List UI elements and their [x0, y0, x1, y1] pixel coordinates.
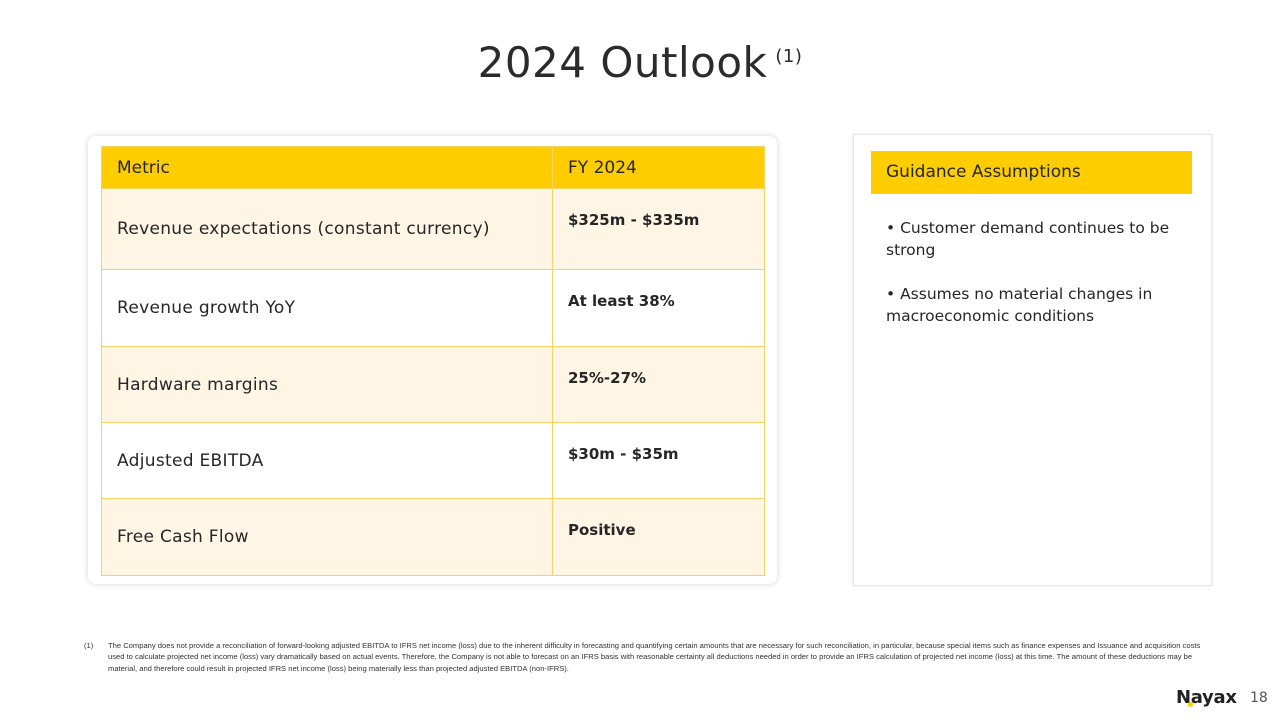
value-cell: Positive	[552, 498, 765, 576]
table-row: Free Cash Flow Positive	[101, 498, 765, 576]
assumption-item: • Customer demand continues to be strong	[886, 219, 1170, 259]
outlook-table: Metric FY 2024 Revenue expectations (con…	[101, 146, 765, 576]
table-header-row: Metric FY 2024	[101, 146, 765, 189]
metric-cell: Free Cash Flow	[101, 498, 553, 576]
value-cell: At least 38%	[552, 269, 765, 347]
assumptions-list: • Customer demand continues to be strong…	[886, 217, 1186, 349]
header-fy2024: FY 2024	[552, 146, 765, 189]
slide-title: 2024 Outlook (1)	[0, 38, 1280, 87]
table-row: Hardware margins 25%-27%	[101, 346, 765, 423]
metric-cell: Revenue growth YoY	[101, 269, 553, 347]
nayax-logo: Nayax	[1176, 687, 1237, 708]
value-cell: $30m - $35m	[552, 422, 765, 499]
metric-cell: Adjusted EBITDA	[101, 422, 553, 499]
logo-text: Nayax	[1176, 687, 1237, 708]
page-number: 18	[1250, 690, 1268, 706]
table-row: Adjusted EBITDA $30m - $35m	[101, 422, 765, 499]
assumptions-card	[853, 134, 1212, 586]
table-row: Revenue growth YoY At least 38%	[101, 269, 765, 347]
table-row: Revenue expectations (constant currency)…	[101, 188, 765, 270]
assumptions-header: Guidance Assumptions	[871, 151, 1192, 194]
header-metric: Metric	[101, 146, 553, 189]
title-footnote-ref: (1)	[775, 46, 803, 67]
value-cell: 25%-27%	[552, 346, 765, 423]
value-cell: $325m - $335m	[552, 188, 765, 270]
assumption-item: • Assumes no material changes in macroec…	[886, 285, 1153, 325]
slide-title-text: 2024 Outlook	[477, 38, 768, 87]
metric-cell: Hardware margins	[101, 346, 553, 423]
logo-dot-icon	[1188, 702, 1193, 707]
footnote-number: (1)	[84, 641, 94, 650]
footnote-text: The Company does not provide a reconcili…	[108, 641, 1201, 673]
footnote: (1) The Company does not provide a recon…	[84, 640, 1214, 674]
metric-cell: Revenue expectations (constant currency)	[101, 188, 553, 270]
